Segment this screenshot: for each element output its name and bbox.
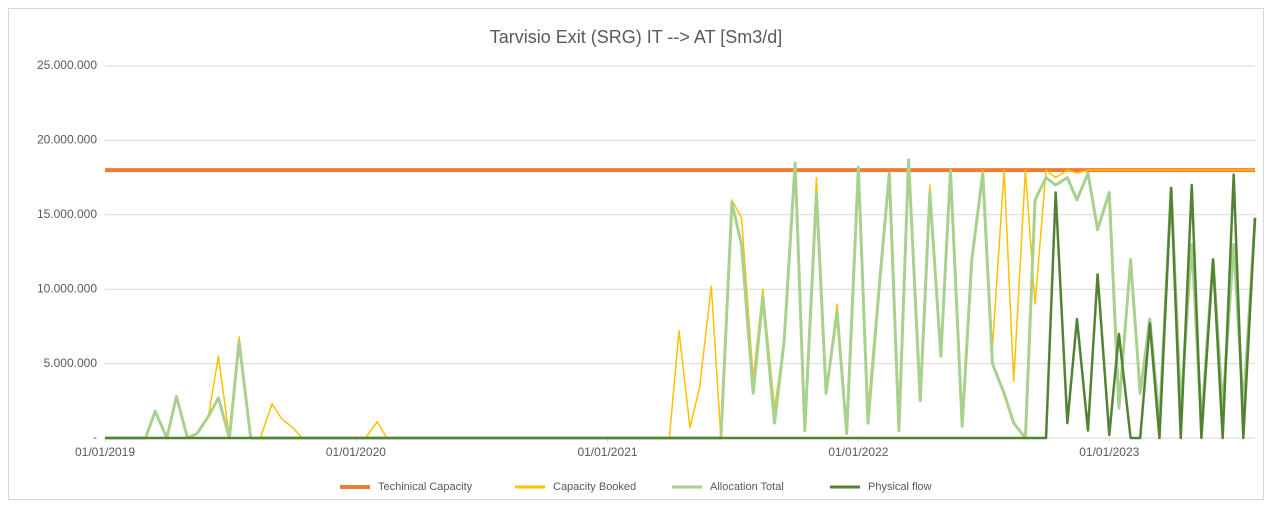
chart-frame <box>8 8 1264 500</box>
y-tick-label: 5.000.000 <box>44 356 98 370</box>
chart-title: Tarvisio Exit (SRG) IT --> AT [Sm3/d] <box>490 27 783 47</box>
y-tick-label: 15.000.000 <box>37 207 97 221</box>
x-tick-label: 01/01/2020 <box>326 445 386 459</box>
series-line <box>105 173 1257 440</box>
legend-label: Allocation Total <box>710 481 784 493</box>
y-tick-label: 20.000.000 <box>37 133 97 147</box>
x-tick-label: 01/01/2021 <box>577 445 637 459</box>
legend-label: Physical flow <box>868 481 932 493</box>
x-tick-label: 01/01/2022 <box>828 445 888 459</box>
y-tick-label: - <box>93 430 97 444</box>
x-tick-label: 01/01/2023 <box>1079 445 1139 459</box>
x-tick-label: 01/01/2019 <box>75 445 135 459</box>
legend-label: Capacity Booked <box>553 481 636 493</box>
y-tick-label: 25.000.000 <box>37 58 97 72</box>
series-line <box>105 161 1255 439</box>
legend-label: Techinical Capacity <box>378 481 473 493</box>
y-tick-label: 10.000.000 <box>37 281 97 295</box>
